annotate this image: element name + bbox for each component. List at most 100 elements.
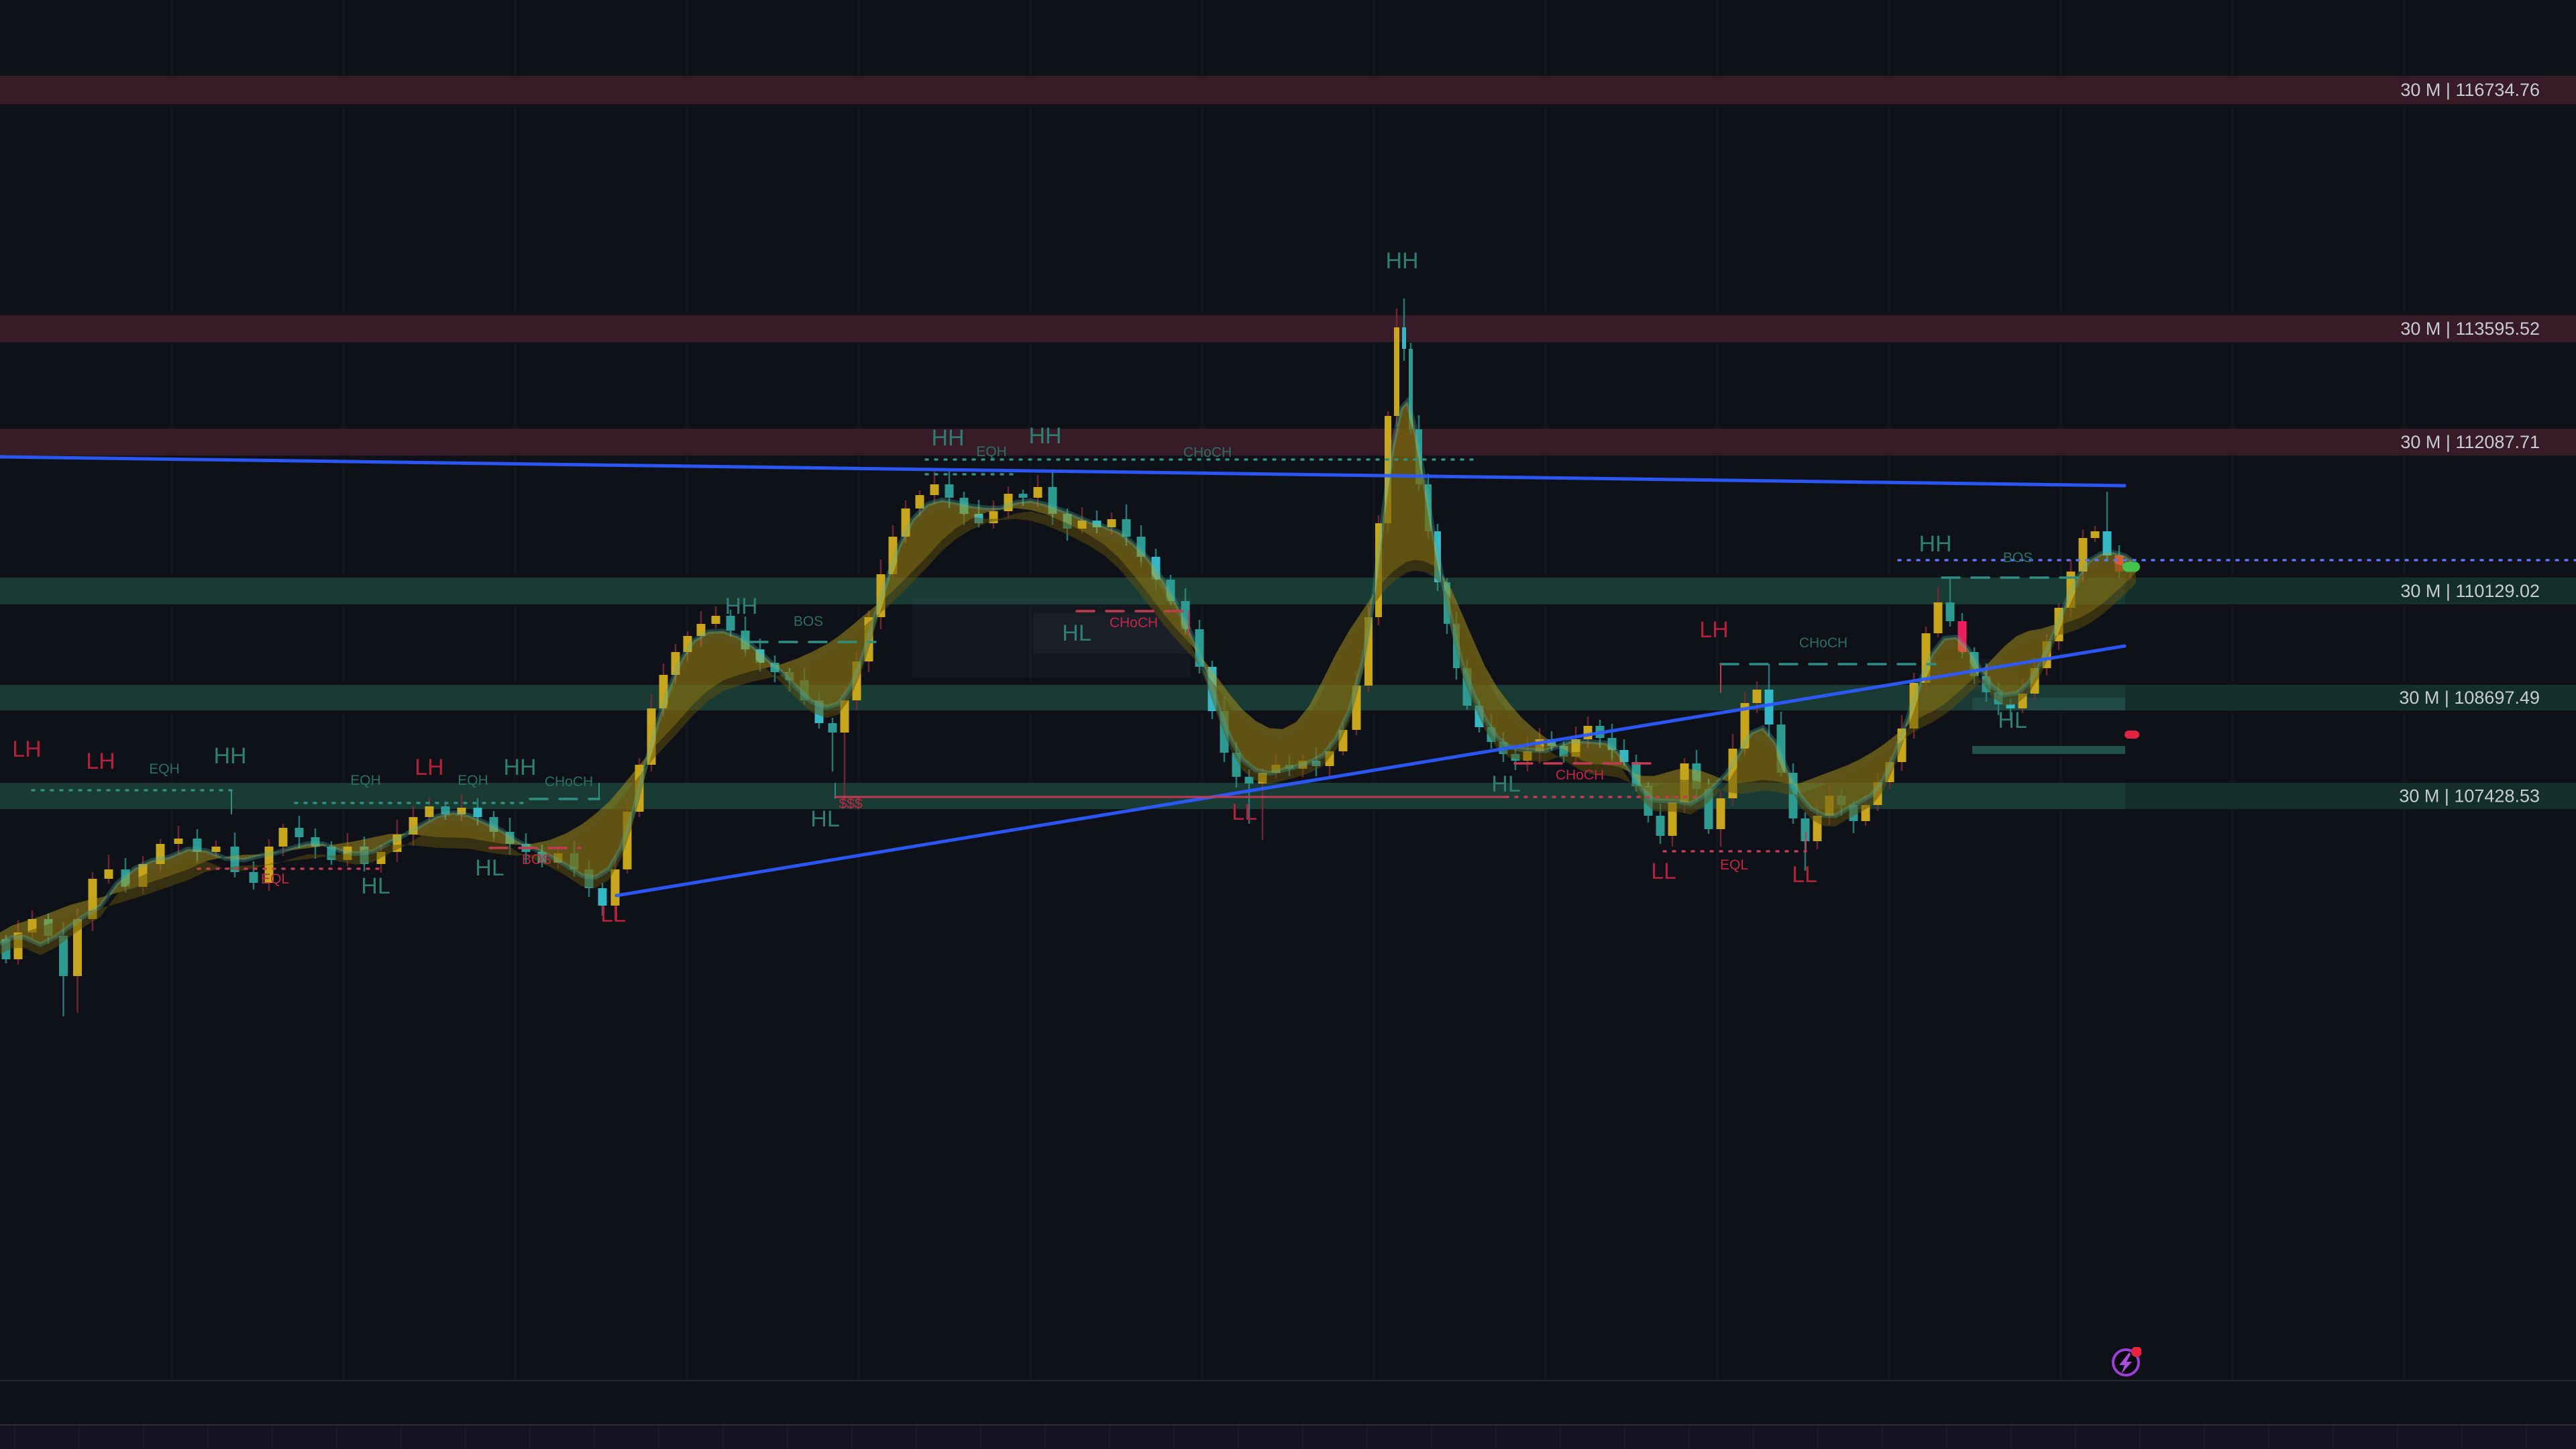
candle-body bbox=[1166, 580, 1175, 601]
candle-body bbox=[945, 484, 954, 498]
candle-body bbox=[211, 847, 221, 852]
candle-body bbox=[88, 879, 97, 919]
candle-body bbox=[278, 828, 288, 847]
candle-body bbox=[2090, 531, 2100, 538]
lightning-bolt-icon[interactable] bbox=[2110, 1346, 2142, 1378]
structure-label-eqh: EQH bbox=[976, 444, 1007, 460]
candle-body bbox=[1415, 429, 1422, 484]
candle-body bbox=[696, 624, 706, 636]
structure-label-hl: HL bbox=[1998, 708, 2027, 733]
structure-label-bos: BOS bbox=[794, 614, 823, 629]
structure-label-ll: LL bbox=[600, 902, 626, 927]
candle-body bbox=[1077, 521, 1087, 529]
candle-body bbox=[1764, 690, 1774, 724]
structure-label-hh: HH bbox=[724, 594, 757, 619]
structure-label-choch: CHoCH bbox=[1556, 767, 1604, 783]
structure-label-hh: HH bbox=[931, 425, 964, 451]
candle-body bbox=[828, 723, 837, 733]
structure-label-hl: HL bbox=[475, 855, 504, 881]
zone-price-label: 30 M | 113595.52 bbox=[2400, 319, 2540, 339]
candle-body bbox=[755, 649, 765, 663]
zone-highlight bbox=[0, 578, 2125, 604]
candle-body bbox=[473, 808, 482, 817]
candle-body bbox=[505, 832, 515, 844]
structure-label-ll: LL bbox=[1792, 862, 1817, 888]
candle-body bbox=[930, 484, 939, 495]
structure-label-hl: HL bbox=[361, 873, 390, 899]
candle-body bbox=[311, 837, 320, 847]
candle-body bbox=[441, 806, 450, 814]
candle-body bbox=[1018, 494, 1028, 498]
candle-body bbox=[73, 919, 82, 976]
structure-label-choch: CHoCH bbox=[1183, 445, 1232, 460]
candle-body bbox=[59, 936, 68, 976]
structure-label-choch: CHoCH bbox=[1110, 615, 1158, 631]
price-marker-pill bbox=[2125, 731, 2139, 739]
candle-body bbox=[1394, 327, 1399, 416]
candle-body bbox=[671, 652, 680, 675]
structure-label-choch: CHoCH bbox=[545, 774, 593, 790]
structure-label-$$$: $$$ bbox=[839, 796, 862, 812]
structure-label-hl: HL bbox=[1491, 771, 1520, 797]
zone-price-label: 30 M | 110129.02 bbox=[2400, 581, 2540, 601]
candle-body bbox=[1195, 629, 1204, 667]
candle-body bbox=[1122, 519, 1131, 537]
candle-body bbox=[1181, 601, 1190, 629]
candle-body bbox=[1151, 557, 1161, 580]
notification-dot bbox=[2131, 1346, 2142, 1357]
candle-body bbox=[1619, 750, 1629, 762]
candle-body bbox=[1656, 816, 1665, 836]
candle-body bbox=[2102, 531, 2112, 555]
candle-body bbox=[659, 675, 668, 708]
candle-body bbox=[2006, 704, 2015, 708]
candle-body bbox=[1957, 621, 1967, 652]
candle-body bbox=[1547, 739, 1556, 746]
candle-body bbox=[711, 616, 720, 624]
candle-body bbox=[230, 847, 239, 872]
structure-label-hh: HH bbox=[503, 755, 536, 780]
structure-label-lh: LH bbox=[1699, 617, 1728, 643]
structure-label-lh: LH bbox=[12, 737, 41, 762]
zone-price-label: 30 M | 112087.71 bbox=[2400, 432, 2540, 452]
candle-body bbox=[1107, 519, 1116, 527]
structure-label-hh: HH bbox=[1919, 531, 1951, 557]
candle-body bbox=[1776, 724, 1786, 773]
structure-label-eqh: EQH bbox=[458, 773, 488, 788]
candle-body bbox=[1244, 777, 1254, 784]
candle-body bbox=[1583, 726, 1593, 739]
supply-zone bbox=[0, 315, 2576, 342]
candle-body bbox=[1409, 349, 1413, 429]
candle-body bbox=[598, 888, 607, 906]
zone-price-label: 30 M | 107428.53 bbox=[2399, 786, 2540, 806]
structure-label-bos: BOS bbox=[2003, 550, 2033, 566]
candle-body bbox=[610, 869, 620, 906]
structure-label-lh: LH bbox=[86, 749, 115, 774]
price-marker-pill bbox=[2123, 561, 2140, 572]
structure-label-eql: EQL bbox=[1720, 857, 1748, 873]
candle-body bbox=[121, 869, 130, 887]
structure-label-choch: CHoCH bbox=[1799, 635, 1847, 651]
candle-body bbox=[959, 498, 969, 514]
supply-zone bbox=[0, 429, 2576, 455]
structure-label-eql: EQL bbox=[261, 871, 289, 887]
structure-label-eqh: EQH bbox=[149, 761, 180, 777]
candle-body bbox=[888, 537, 898, 574]
candle-body bbox=[489, 817, 498, 832]
candle-body bbox=[104, 869, 113, 879]
candle-body bbox=[1631, 762, 1641, 786]
candle-body bbox=[2078, 538, 2088, 572]
candle-body bbox=[1752, 690, 1762, 703]
structure-label-eqh: EQH bbox=[350, 773, 381, 788]
candle-body bbox=[457, 808, 466, 814]
structure-label-ll: LL bbox=[1232, 800, 1257, 825]
structure-label-hl: HL bbox=[1062, 621, 1091, 646]
candle-body bbox=[1801, 818, 1810, 841]
candle-body bbox=[1048, 487, 1057, 514]
candle-body bbox=[1933, 602, 1943, 633]
candle-body bbox=[1033, 487, 1042, 498]
candle-body bbox=[249, 872, 258, 883]
candle-body bbox=[1788, 773, 1798, 818]
candle-body bbox=[1425, 484, 1432, 531]
